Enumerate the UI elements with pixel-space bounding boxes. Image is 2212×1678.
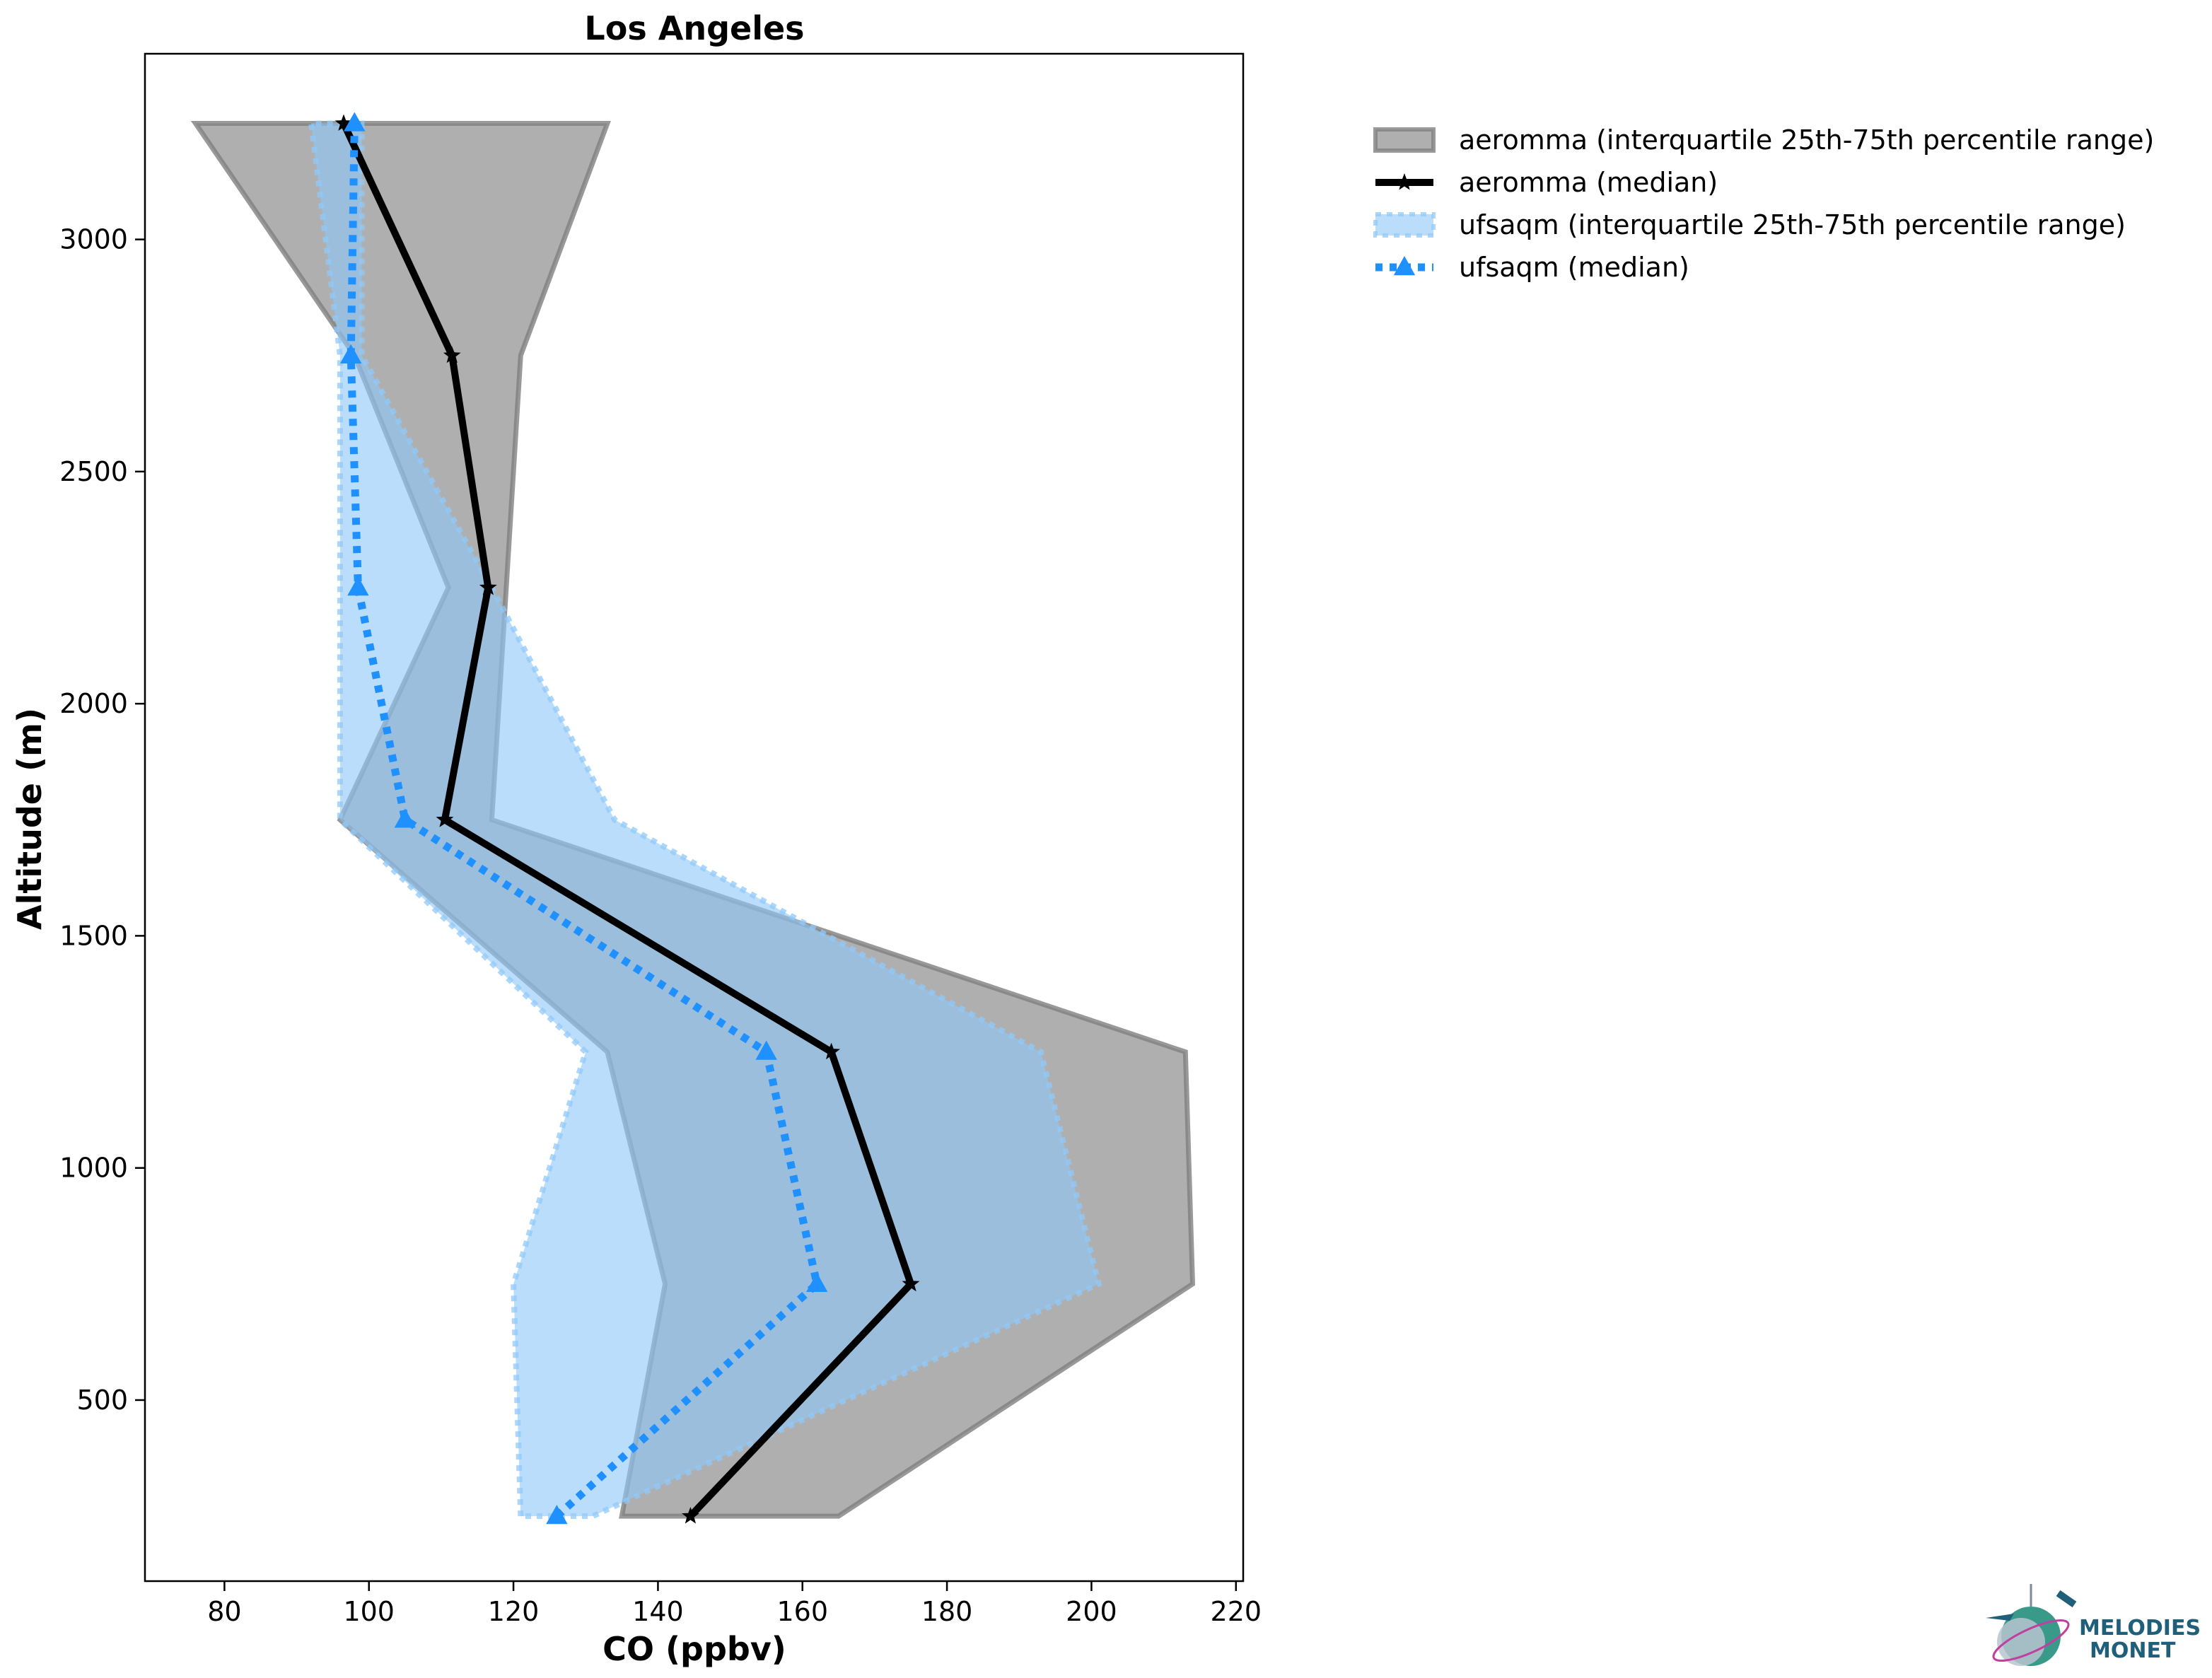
median-point-triangle-1	[805, 1272, 828, 1293]
axes: 80 100 120 140 160 180 200 220 500 1000 1500 2000 25…	[59, 52, 1262, 1627]
median-point-star-2	[822, 1042, 840, 1060]
median-point-triangle-2	[755, 1040, 777, 1060]
plot-area	[190, 112, 1196, 1525]
x-tick-label: 140	[632, 1596, 684, 1627]
median-point-star-1	[902, 1274, 920, 1292]
y-tick-label: 1500	[59, 920, 128, 951]
median-point-star-4	[479, 578, 497, 595]
plot-frame	[144, 52, 1245, 1583]
x-tick-label: 80	[207, 1596, 241, 1627]
x-tick-label: 120	[488, 1596, 540, 1627]
median-point-triangle-3	[394, 808, 417, 828]
legend: aeromma (interquartile 25th-75th percent…	[1373, 124, 2154, 283]
x-tick-label: 200	[1066, 1596, 1117, 1627]
median-point-star-0	[682, 1507, 699, 1524]
logo-orbit-icon	[1992, 1619, 2070, 1662]
legend-swatch-band-2	[1373, 212, 1436, 238]
chart-title: Los Angeles	[584, 9, 804, 47]
legend-swatch-band-0	[1373, 127, 1436, 153]
x-tick-label: 180	[921, 1596, 973, 1627]
median-point-star-6	[334, 114, 353, 131]
iqr-band-series-2	[308, 120, 1102, 1520]
y-tick-label: 2500	[59, 456, 128, 487]
logo-globe-shade-icon	[1997, 1618, 2045, 1666]
y-tick-label: 1000	[59, 1153, 128, 1184]
x-tick-label: 100	[343, 1596, 395, 1627]
x-axis-title: CO (ppbv)	[603, 1630, 786, 1668]
legend-marker-star	[1395, 173, 1414, 190]
legend-entry-1: aeromma (median)	[1459, 167, 1718, 198]
logo-satellite-icon	[2056, 1590, 2077, 1608]
median-point-triangle-0	[546, 1505, 568, 1525]
x-tick-label: 220	[1211, 1596, 1262, 1627]
logo-text-line2: MONET	[2090, 1638, 2176, 1663]
y-tick-label: 3000	[59, 224, 128, 255]
melodies-monet-logo: MELODIES MONET	[1986, 1584, 2201, 1666]
median-point-triangle-4	[347, 576, 369, 596]
y-axis-title: Altitude (m)	[11, 708, 49, 930]
median-point-star-3	[436, 810, 454, 827]
y-tick-label: 2000	[59, 688, 128, 719]
legend-entry-2: ufsaqm (interquartile 25th-75th percenti…	[1459, 209, 2126, 240]
x-tick-label: 160	[776, 1596, 828, 1627]
median-point-triangle-5	[339, 344, 362, 363]
legend-entry-0: aeromma (interquartile 25th-75th percent…	[1459, 124, 2154, 156]
legend-entry-3: ufsaqm (median)	[1459, 252, 1689, 283]
logo-text-line1: MELODIES	[2079, 1616, 2201, 1641]
legend-marker-triangle	[1393, 256, 1416, 276]
median-point-star-5	[443, 346, 461, 363]
logo-airplane-icon	[1986, 1614, 2014, 1621]
y-tick-label: 500	[76, 1385, 128, 1416]
median-point-triangle-6	[344, 112, 366, 132]
